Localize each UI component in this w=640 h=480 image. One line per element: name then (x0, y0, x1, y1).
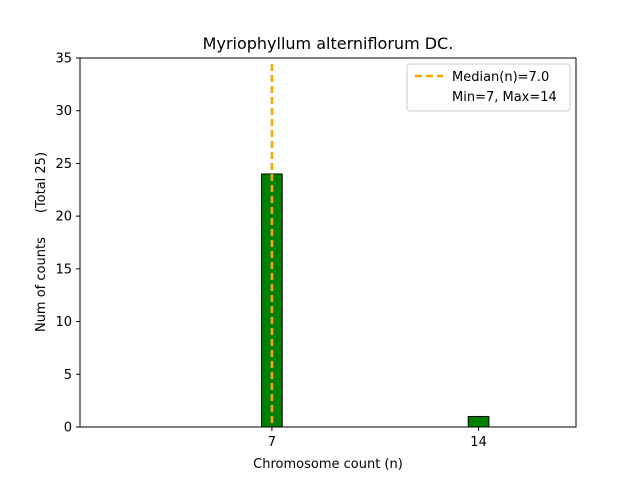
y-tick-label: 35 (55, 52, 72, 67)
x-tick-label: 7 (268, 435, 276, 450)
x-tick-label: 14 (470, 435, 487, 450)
legend-entry-median: Median(n)=7.0 (452, 70, 549, 85)
chart-title: Myriophyllum alterniflorum DC. (203, 34, 454, 53)
y-axis-label: Num of counts (Total 25) (34, 152, 49, 332)
y-tick-label: 15 (55, 262, 72, 277)
legend-box (406, 63, 571, 112)
legend: Median(n)=7.0 Min=7, Max=14 (406, 63, 571, 112)
y-tick-label: 20 (55, 210, 72, 225)
plot-frame (79, 57, 577, 428)
y-axis-label-note: (Total 25) (34, 152, 49, 213)
bar-14 (467, 415, 490, 428)
y-tick-label: 5 (64, 368, 72, 383)
y-tick-label: 30 (55, 104, 72, 119)
y-tick-label: 10 (55, 315, 72, 330)
legend-entry-minmax: Min=7, Max=14 (452, 90, 557, 105)
x-axis-label: Chromosome count (n) (253, 457, 403, 472)
y-axis-label-main: Num of counts (34, 237, 49, 332)
y-tick-label: 0 (64, 421, 72, 436)
y-tick-label: 25 (55, 157, 72, 172)
plot-area (261, 64, 490, 428)
y-axis-label-group: Num of counts (Total 25) (34, 152, 49, 332)
